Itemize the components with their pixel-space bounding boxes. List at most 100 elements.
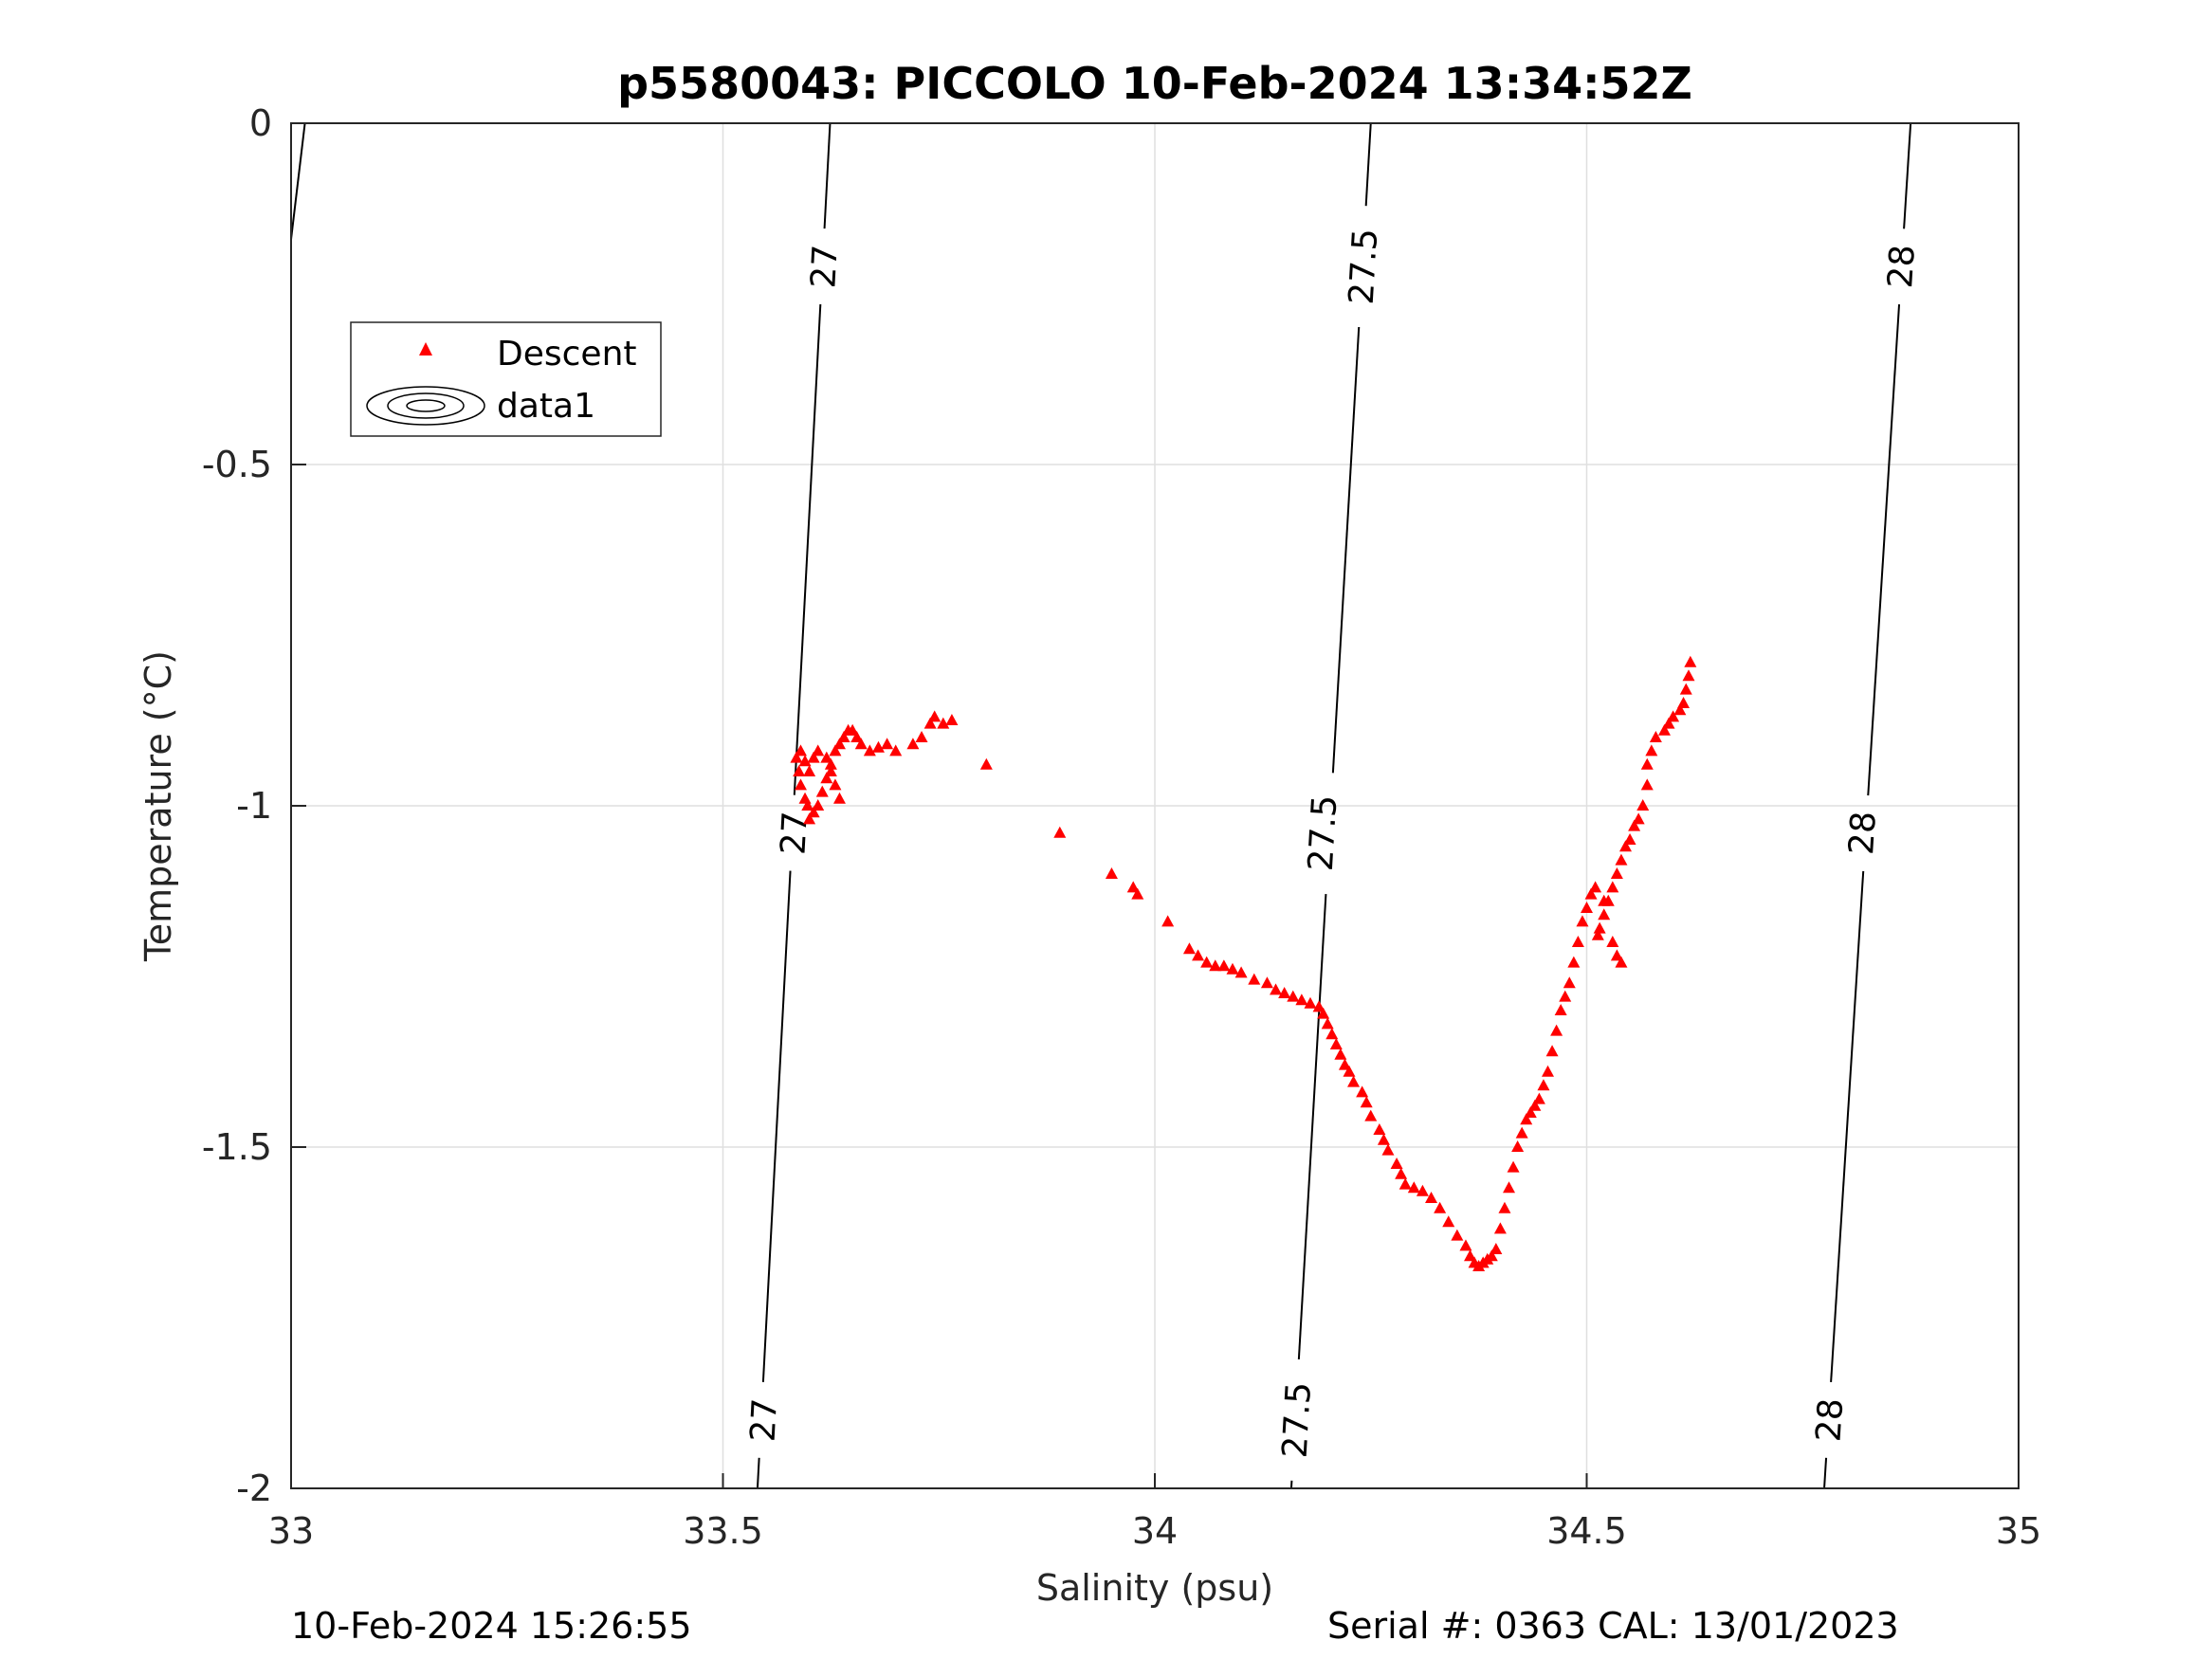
x-tick-label: 33.5: [683, 1510, 763, 1552]
isopycnal-label: 28: [1842, 811, 1884, 856]
descent-point: [1636, 799, 1650, 811]
descent-point: [1684, 655, 1697, 667]
descent-point: [1161, 915, 1175, 927]
isopycnal-line: [793, 303, 822, 795]
y-tick-label: -2: [236, 1468, 272, 1509]
y-tick-label: 0: [249, 102, 272, 144]
isopycnal-line: [761, 870, 792, 1382]
descent-point: [854, 738, 868, 750]
descent-point: [1377, 1133, 1390, 1145]
x-tick-label: 33: [268, 1510, 314, 1552]
descent-point: [1416, 1184, 1429, 1196]
descent-point: [1131, 887, 1144, 900]
footer-serial-cal: Serial #: 0363 CAL: 13/01/2023: [1327, 1605, 1899, 1647]
descent-point: [1434, 1201, 1447, 1213]
descent-point: [1490, 1243, 1503, 1254]
descent-point: [1598, 894, 1611, 906]
descent-point: [1524, 1106, 1537, 1118]
descent-point: [1554, 1004, 1567, 1015]
descent-point: [1459, 1239, 1472, 1251]
descent-point: [1334, 1048, 1347, 1060]
x-axis-label: Salinity (psu): [1036, 1567, 1273, 1609]
descent-point: [1615, 956, 1628, 968]
descent-point: [793, 765, 806, 776]
descent-point: [1278, 987, 1291, 998]
descent-point: [1571, 936, 1584, 947]
descent-point: [812, 744, 825, 757]
descent-point: [1209, 959, 1222, 972]
descent-point: [1591, 928, 1604, 940]
descent-point: [807, 806, 820, 818]
descent-point: [1498, 1201, 1511, 1213]
descent-point: [1559, 990, 1572, 1002]
descent-point: [829, 744, 842, 757]
descent-point: [1192, 949, 1205, 961]
descent-point: [1584, 887, 1598, 900]
isopycnal-label: 27.5: [1302, 794, 1345, 872]
isopycnal-line: [290, 122, 306, 240]
isopycnal-label: 28: [1809, 1397, 1851, 1443]
descent-point: [1640, 778, 1654, 791]
descent-point: [832, 792, 846, 804]
y-tick-label: -1: [236, 785, 272, 827]
descent-point: [1610, 949, 1623, 961]
descent-point: [1317, 1007, 1330, 1019]
descent-series: [790, 655, 1697, 1271]
descent-point: [881, 738, 894, 750]
descent-point: [1425, 1192, 1438, 1203]
descent-point: [829, 778, 842, 791]
descent-point: [945, 714, 959, 725]
descent-point: [915, 731, 928, 742]
descent-point: [790, 751, 803, 763]
isopycnal-label: 28: [1881, 244, 1923, 289]
x-tick-label: 34.5: [1546, 1510, 1627, 1552]
descent-point: [1520, 1113, 1533, 1125]
descent-point: [1217, 959, 1231, 972]
isopycnal-line: [823, 122, 832, 229]
descent-point: [1581, 902, 1593, 913]
descent-point: [1598, 908, 1611, 921]
descent-point: [889, 744, 903, 757]
descent-point: [1364, 1109, 1378, 1121]
descent-point: [798, 792, 812, 804]
legend-contour-icon: [366, 386, 485, 426]
descent-point: [1628, 819, 1641, 831]
descent-point: [1640, 757, 1654, 770]
descent-point: [1360, 1096, 1373, 1108]
descent-point: [1407, 1181, 1420, 1194]
descent-point: [798, 755, 812, 767]
descent-point: [832, 738, 846, 750]
descent-point: [1325, 1028, 1339, 1040]
descent-point: [1673, 703, 1687, 716]
isopycnal-label: 27: [804, 244, 845, 289]
descent-point: [1567, 956, 1581, 968]
descent-point: [906, 738, 920, 750]
descent-point: [937, 717, 950, 729]
descent-point: [1618, 840, 1632, 852]
descent-point: [1667, 710, 1680, 722]
descent-point: [1511, 1140, 1525, 1152]
descent-point: [1610, 867, 1623, 879]
y-tick-label: -0.5: [202, 444, 272, 485]
isopycnal-label: 27.5: [1343, 228, 1386, 305]
descent-point: [1623, 833, 1636, 845]
isopycnal-label: 27: [744, 1397, 785, 1443]
descent-point: [1593, 921, 1606, 934]
legend: Descent data1: [350, 321, 662, 437]
descent-point: [1287, 990, 1300, 1002]
descent-point: [1515, 1126, 1528, 1139]
descent-point: [1248, 973, 1261, 985]
descent-point: [1545, 1045, 1559, 1057]
descent-point: [1682, 669, 1695, 682]
legend-triangle-icon: [419, 342, 432, 356]
legend-label-descent: Descent: [497, 335, 637, 374]
descent-point: [807, 751, 820, 763]
descent-point: [1576, 915, 1589, 927]
descent-point: [1464, 1249, 1477, 1262]
descent-point: [1528, 1099, 1542, 1111]
isopycnal-line: [1823, 1457, 1828, 1489]
isopycnal-line: [1364, 122, 1372, 207]
descent-point: [979, 757, 993, 770]
